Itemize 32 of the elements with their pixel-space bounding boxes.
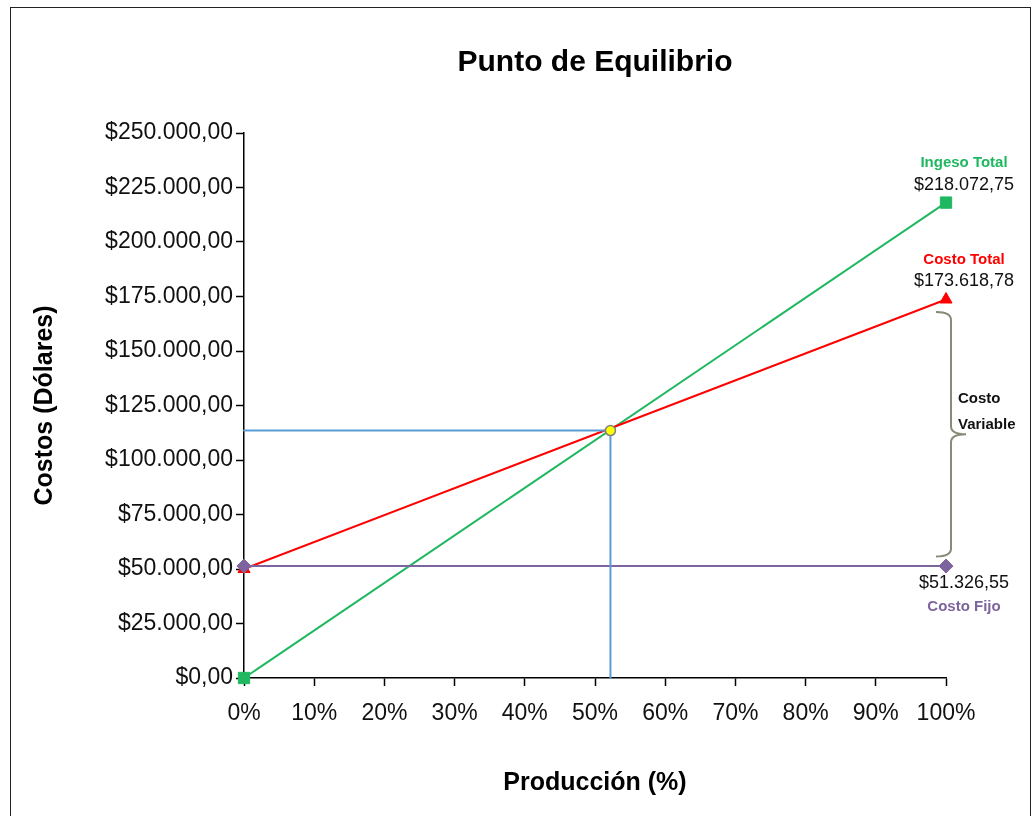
chart-title: Punto de Equilibrio bbox=[457, 44, 733, 78]
data-label: $51.326,55 bbox=[918, 572, 1010, 593]
data-label: $218.072,75 bbox=[913, 173, 1015, 194]
y-tick-label: $100.000,00 bbox=[105, 445, 233, 472]
y-tick-label: $150.000,00 bbox=[105, 336, 233, 363]
x-tick-label: 10% bbox=[291, 699, 338, 726]
y-tick-label: $175.000,00 bbox=[105, 281, 233, 308]
y-tick-label: $75.000,00 bbox=[117, 499, 233, 526]
y-tick-label: $200.000,00 bbox=[105, 227, 233, 254]
text: Costo Total bbox=[923, 249, 1005, 267]
x-tick-label: 50% bbox=[571, 699, 619, 726]
y-tick-label: $50.000,00 bbox=[117, 554, 233, 581]
x-axis-title: Producción (%) bbox=[503, 766, 687, 795]
y-axis-title: Costos (Dólares) bbox=[28, 305, 57, 506]
x-tick-label: 0% bbox=[227, 699, 261, 726]
x-tick-label: 60% bbox=[642, 699, 689, 726]
x-tick-label: 100% bbox=[916, 699, 976, 726]
x-tick-label: 80% bbox=[782, 699, 829, 726]
y-tick-label: $225.000,00 bbox=[105, 172, 233, 199]
y-tick-label: $125.000,00 bbox=[105, 390, 233, 417]
y-tick-label: $25.000,00 bbox=[117, 608, 233, 635]
text: Ingeso Total bbox=[920, 152, 1008, 170]
text: Costo Fijo bbox=[927, 597, 1001, 615]
x-tick-label: 90% bbox=[852, 699, 899, 726]
x-tick-label: 30% bbox=[431, 699, 478, 726]
x-tick-label: 40% bbox=[501, 699, 548, 726]
y-tick-label: $0,00 bbox=[175, 663, 233, 690]
y-tick-label: $250.000,00 bbox=[105, 118, 233, 145]
text: Costo Variable bbox=[958, 388, 1016, 432]
x-tick-label: 20% bbox=[361, 699, 408, 726]
data-label: $173.618,78 bbox=[913, 270, 1015, 291]
x-tick-label: 70% bbox=[712, 699, 759, 726]
